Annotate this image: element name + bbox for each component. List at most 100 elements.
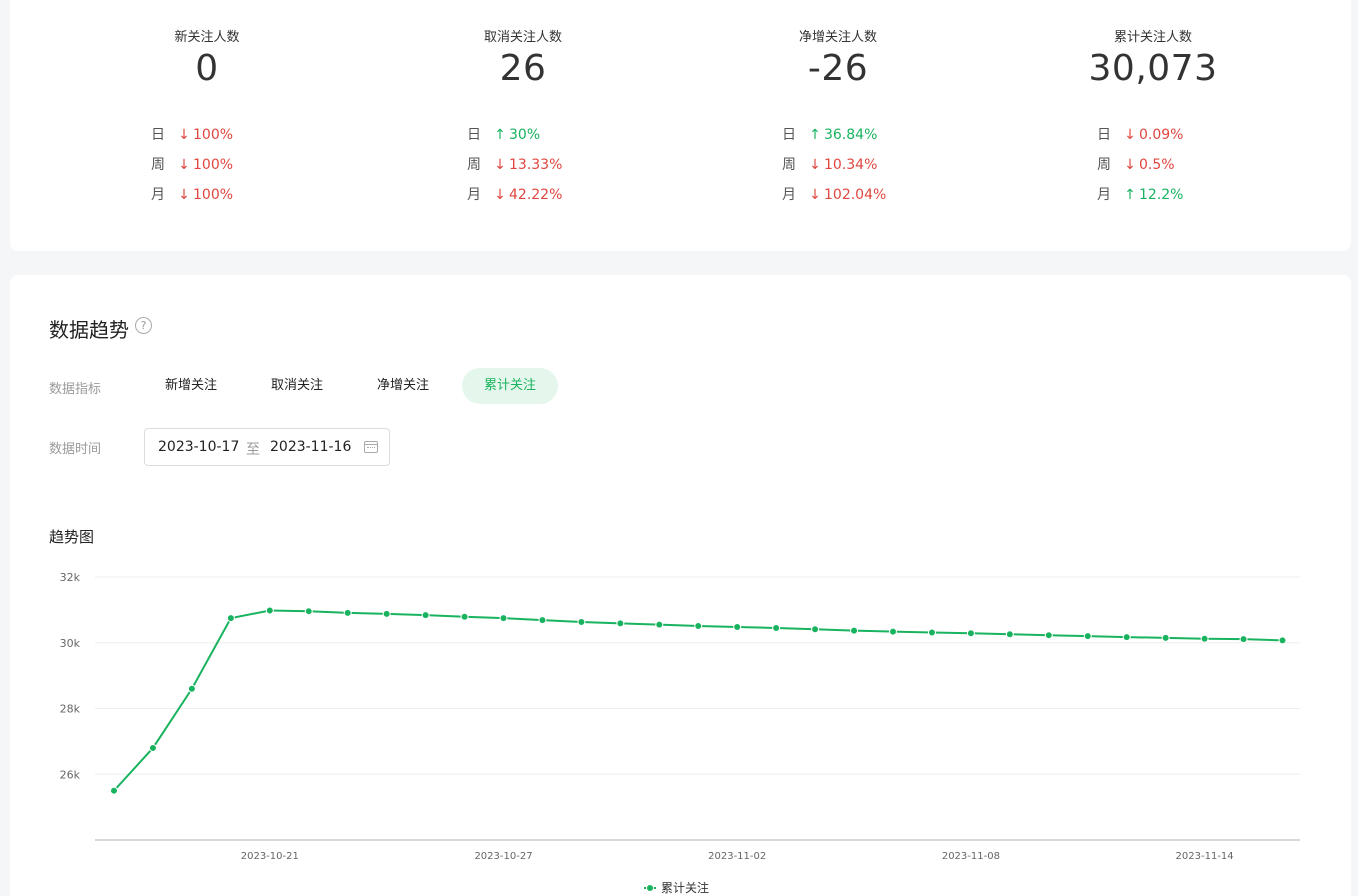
date-separator: 至 <box>246 442 260 458</box>
data-point <box>772 623 781 632</box>
data-point <box>966 629 975 638</box>
period-label: 月 <box>467 187 481 203</box>
period-label: 日 <box>1097 127 1111 143</box>
time-label: 数据时间 <box>49 442 102 457</box>
arrow-down-icon: ↓ <box>1124 157 1136 173</box>
y-tick-label: 28k <box>60 703 81 716</box>
data-point <box>538 616 547 625</box>
arrow-up-icon: ↑ <box>1124 187 1136 203</box>
change-percent: 0.5% <box>1139 157 1175 173</box>
metric-unfollow-button[interactable]: 取消关注 <box>270 378 323 393</box>
change-percent: 100% <box>193 187 234 203</box>
data-point <box>187 684 196 693</box>
data-point <box>733 622 742 631</box>
data-point <box>1278 636 1287 645</box>
stat-change-row: 月 ↓ 100% <box>47 180 367 210</box>
period-label: 月 <box>782 187 796 203</box>
period-label: 周 <box>1097 157 1111 173</box>
data-point <box>1200 634 1209 643</box>
stat-change-row: 月 ↑ 12.2% <box>993 180 1313 210</box>
data-point <box>226 614 235 623</box>
stat-column: 取消关注人数 26 日 ↑ 30% 周 ↓ 13.33% 月 ↓ 42.22% <box>363 0 683 250</box>
arrow-down-icon: ↓ <box>178 127 190 143</box>
y-tick-label: 26k <box>60 768 81 781</box>
data-point <box>655 620 664 629</box>
data-point <box>499 614 508 623</box>
data-point <box>148 743 157 752</box>
stat-change-row: 日 ↓ 100% <box>47 120 367 150</box>
stat-column: 净增关注人数 -26 日 ↑ 36.84% 周 ↓ 10.34% 月 ↓ 102.04% <box>678 0 998 250</box>
period-label: 周 <box>782 157 796 173</box>
y-tick-label: 30k <box>60 637 81 650</box>
stat-column: 新关注人数 0 日 ↓ 100% 周 ↓ 100% 月 ↓ 100% <box>47 0 367 250</box>
stat-change-row: 月 ↓ 42.22% <box>363 180 683 210</box>
change-percent: 102.04% <box>824 187 887 203</box>
stat-change-row: 日 ↑ 30% <box>363 120 683 150</box>
metric-total-follow-button[interactable]: 累计关注 <box>462 368 558 404</box>
stat-value: -26 <box>807 48 869 89</box>
arrow-down-icon: ↓ <box>494 187 506 203</box>
arrow-down-icon: ↓ <box>178 157 190 173</box>
data-point <box>382 609 391 618</box>
data-point <box>265 606 274 615</box>
change-percent: 13.33% <box>509 157 563 173</box>
change-percent: 100% <box>193 157 234 173</box>
data-point <box>889 627 897 636</box>
series-line <box>113 609 1283 792</box>
data-point <box>694 621 703 630</box>
date-range-picker[interactable]: 2023-10-17 至 2023-11-16 <box>144 428 390 466</box>
data-point <box>1239 635 1248 644</box>
stat-value: 30,073 <box>1088 48 1218 89</box>
data-point <box>1083 632 1092 641</box>
help-icon[interactable]: ? <box>135 317 152 334</box>
data-point <box>343 608 352 617</box>
period-label: 月 <box>1097 187 1111 203</box>
arrow-down-icon: ↓ <box>178 187 190 203</box>
stat-change-row: 周 ↓ 10.34% <box>678 150 998 180</box>
data-point <box>811 625 820 634</box>
section-title: 数据趋势 <box>49 318 129 342</box>
stat-title: 取消关注人数 <box>483 30 562 45</box>
stat-value: 26 <box>499 48 547 89</box>
date-to[interactable]: 2023-11-16 <box>270 439 352 455</box>
period-label: 日 <box>467 127 481 143</box>
data-point <box>460 612 469 621</box>
stat-value: 0 <box>195 48 219 89</box>
y-tick-label: 32k <box>60 571 81 584</box>
period-label: 日 <box>151 127 165 143</box>
x-tick-label: 2023-11-14 <box>1176 851 1234 862</box>
change-percent: 42.22% <box>509 187 563 203</box>
change-percent: 36.84% <box>824 127 878 143</box>
change-percent: 30% <box>509 127 541 143</box>
stats-card <box>10 0 1351 251</box>
chart-title: 趋势图 <box>49 528 95 546</box>
stat-change-row: 周 ↓ 100% <box>47 150 367 180</box>
data-point <box>110 786 118 795</box>
period-label: 周 <box>467 157 481 173</box>
arrow-down-icon: ↓ <box>809 187 821 203</box>
change-percent: 100% <box>193 127 234 143</box>
change-percent: 12.2% <box>1139 187 1184 203</box>
stat-change-row: 月 ↓ 102.04% <box>678 180 998 210</box>
stat-change-row: 周 ↓ 0.5% <box>993 150 1313 180</box>
period-label: 周 <box>151 157 165 173</box>
data-point <box>1044 631 1053 640</box>
data-point <box>304 607 313 616</box>
stat-title: 新关注人数 <box>174 30 240 45</box>
change-percent: 0.09% <box>1139 127 1184 143</box>
period-label: 月 <box>151 187 165 203</box>
x-tick-label: 2023-10-21 <box>241 851 299 862</box>
data-point <box>850 626 859 635</box>
data-point <box>577 618 586 627</box>
arrow-down-icon: ↓ <box>809 157 821 173</box>
period-label: 日 <box>782 127 796 143</box>
metric-net-follow-button[interactable]: 净增关注 <box>376 378 429 393</box>
data-point <box>1161 633 1170 642</box>
date-from[interactable]: 2023-10-17 <box>158 439 240 455</box>
calendar-icon[interactable] <box>364 441 378 453</box>
data-point <box>927 628 936 637</box>
x-tick-label: 2023-11-02 <box>708 851 766 862</box>
metric-label: 数据指标 <box>49 382 102 397</box>
metric-new-follow-button[interactable]: 新增关注 <box>164 378 217 393</box>
